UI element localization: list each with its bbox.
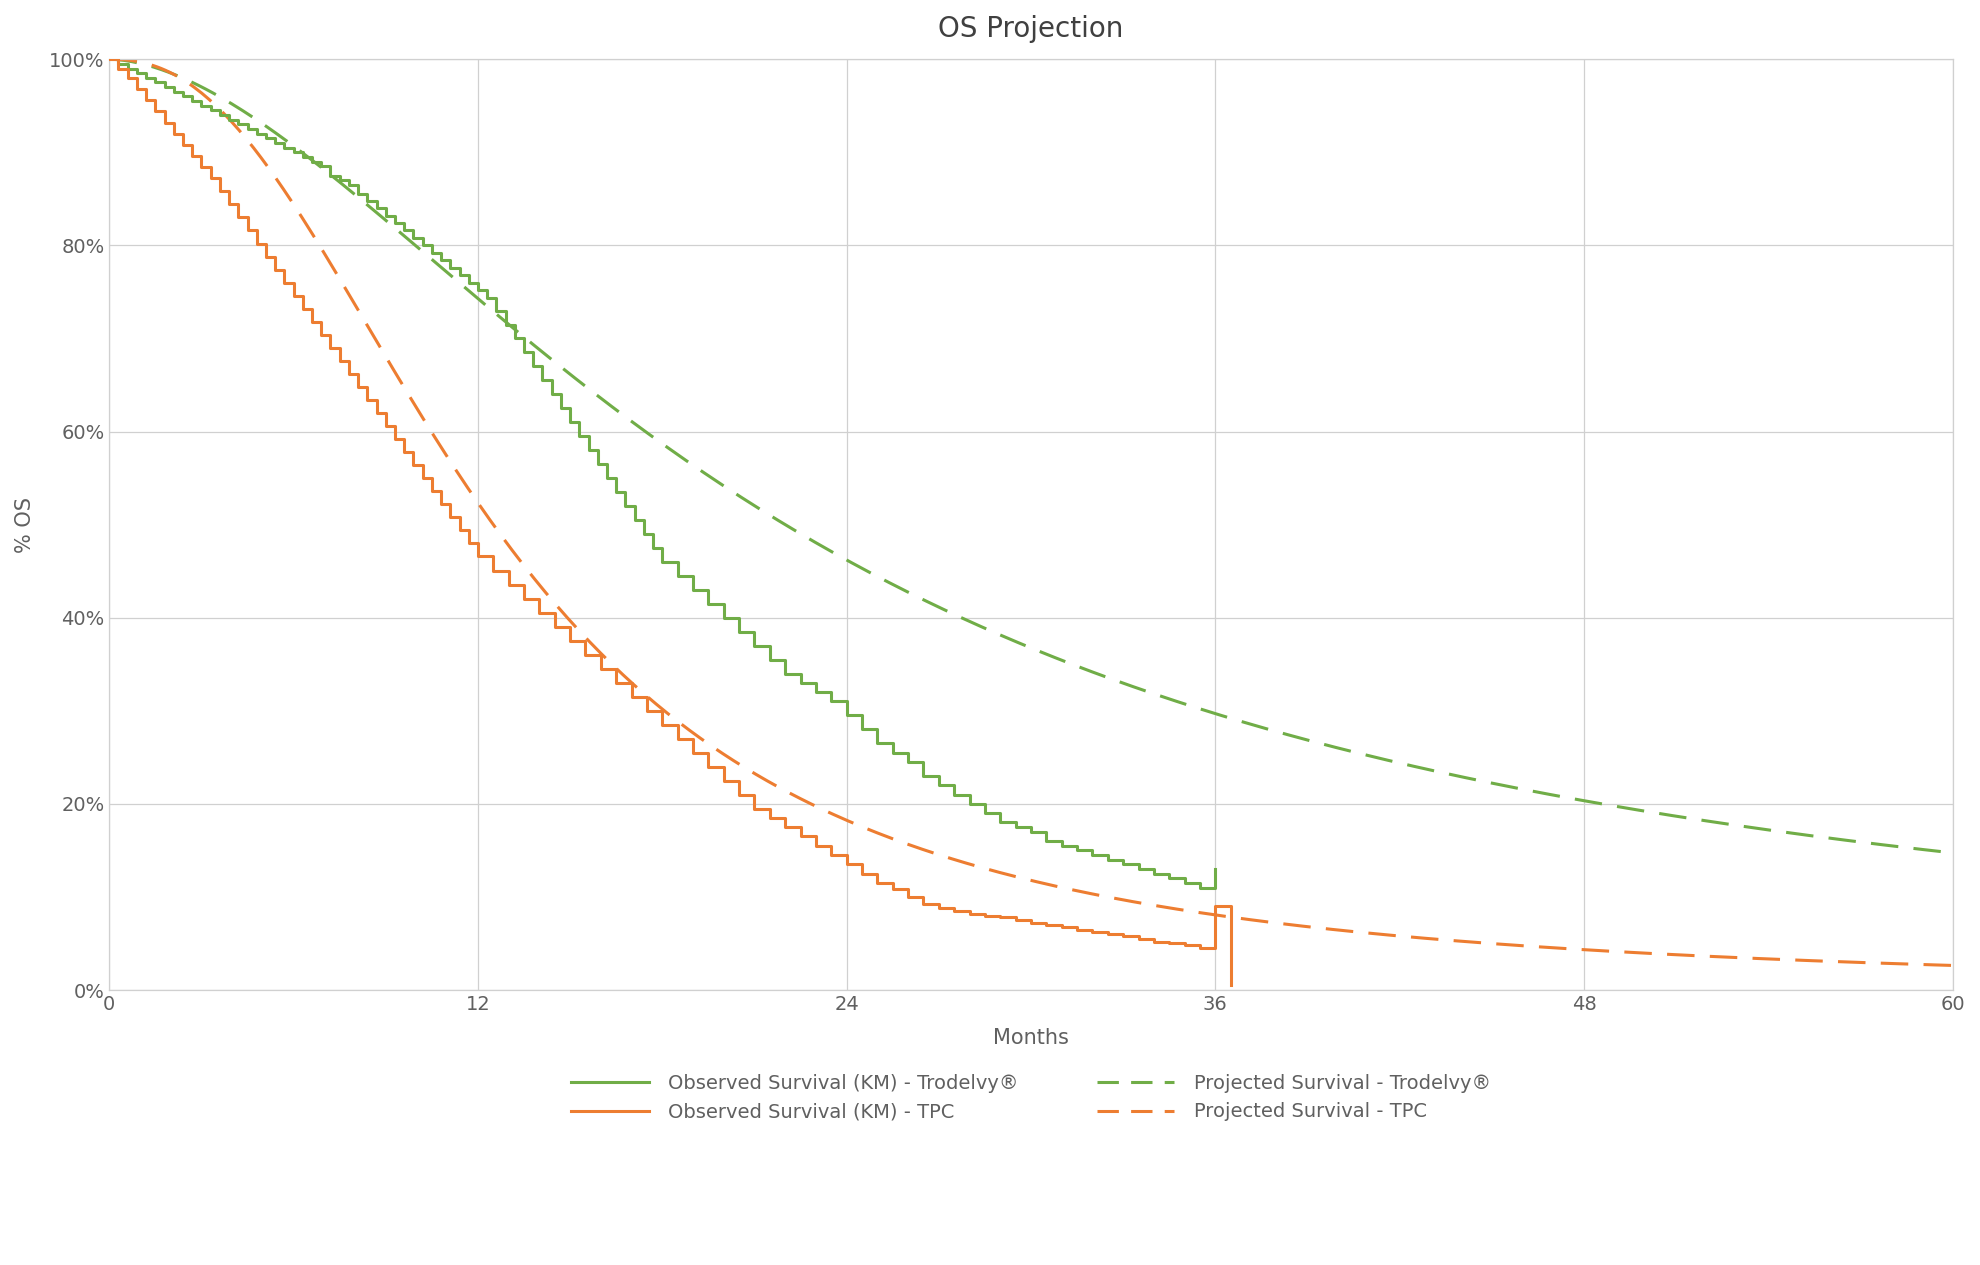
Legend: Observed Survival (KM) - Trodelvy®, Observed Survival (KM) - TPC, Projected Surv: Observed Survival (KM) - Trodelvy®, Obse… — [562, 1066, 1499, 1130]
X-axis label: Months: Months — [994, 1027, 1069, 1047]
Title: OS Projection: OS Projection — [939, 15, 1125, 43]
Y-axis label: % OS: % OS — [16, 497, 36, 553]
